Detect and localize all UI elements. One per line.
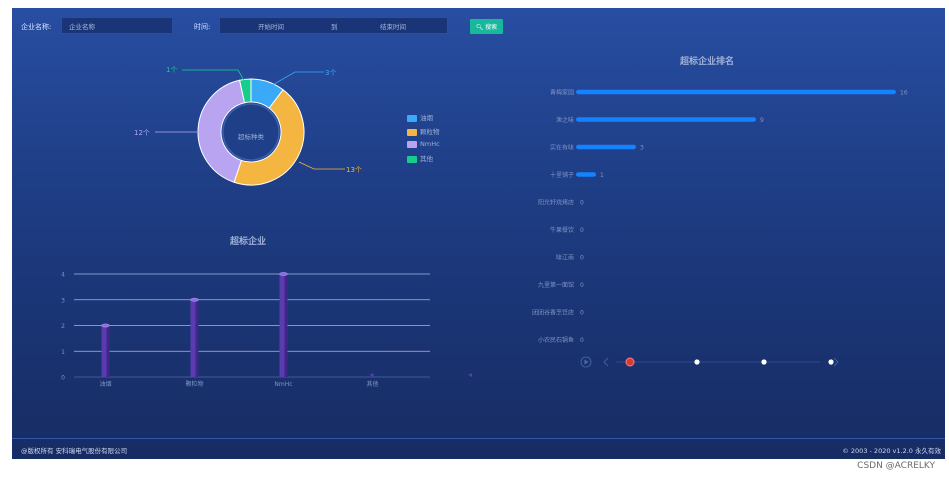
bar-cap-nmhc [279,272,288,276]
start-date-field[interactable]: 开始时间 [258,22,284,31]
watermark: CSDN @ACRELKY [857,461,935,471]
rank-label: 九里第一面馆 [538,281,574,289]
callout-label-particulate: 13个 [346,166,362,174]
legend-item-other[interactable]: 其他 [407,153,433,163]
rank-label: 实在有味 [550,144,574,152]
search-button[interactable]: 🔍︎ 搜索 [470,19,503,34]
timeline-point[interactable] [761,359,767,365]
rank-label: 团团谷香烹饪店 [532,309,574,317]
rank-value: 1 [600,172,604,179]
timeline-point[interactable] [828,359,834,365]
timeline-point-active[interactable] [625,357,635,367]
y-tick-label: 4 [61,272,65,279]
legend-label-nmhc: NmHc [420,140,440,148]
bar-chart-title: 超标企业 [230,237,267,247]
rank-label: 味江南 [556,254,574,262]
callout-label-other: 1个 [166,66,177,74]
range-separator: 到 [331,22,338,31]
rank-bar[interactable] [576,89,896,95]
company-placeholder: 企业名称 [69,22,95,31]
bar-chart: 0 1 2 3 4 油烟 颗粒物 NmHc 其他 [61,272,472,388]
x-tick-label: NmHc [274,381,292,388]
footer: @版权所有 安科瑞电气股份有限公司 © 2003 - 2020 v1.2.0 永… [12,438,945,459]
y-tick-label: 3 [61,297,65,304]
rank-label: 十里铺子 [550,171,574,179]
timeline-prev-button[interactable] [603,357,609,367]
donut-slice-nmhc[interactable] [197,79,246,183]
bar-shade-nmhc [284,274,288,377]
bar-oil[interactable] [101,325,110,378]
legend-item-oil[interactable]: 油烟 [407,112,433,122]
x-tick-label: 其他 [366,380,378,388]
time-label: 时间: [194,23,211,31]
legend-item-nmhc[interactable]: NmHc [407,140,440,148]
legend-label-other: 其他 [420,155,433,163]
rank-label: 阳光轩烧烤店 [538,199,574,207]
rank-label: 渔之味 [556,116,574,124]
legend-swatch [407,155,417,163]
ranking-chart: 青梅家园 16 渔之味 9 实在有味 3 十里铺子 1 阳光轩烧烤店 0 牛果餐饮 0 味江南 0 九里第一… [532,89,908,345]
x-tick-label: 油烟 [99,380,111,388]
callout-line-other [182,69,247,85]
ranking-title: 超标企业排名 [680,57,735,67]
donut-slice-particulate[interactable] [233,89,305,186]
search-button-label: 搜索 [485,25,498,31]
legend-swatch [407,114,417,122]
rank-label: 牛果餐饮 [550,226,574,234]
timeline-play-button[interactable] [580,356,592,368]
version-text: © 2003 - 2020 v1.2.0 永久有效 [842,447,941,455]
rank-value: 0 [580,337,584,344]
donut-center-label: 超标种类 [238,132,265,141]
company-input[interactable]: 企业名称 [61,17,173,34]
legend-label-oil: 油烟 [420,114,433,122]
bar-marker [468,373,472,377]
rank-bar[interactable] [576,144,636,150]
rank-label: 青梅家园 [550,89,574,97]
rank-bar[interactable] [576,172,596,177]
y-tick-label: 0 [61,375,65,382]
end-date-field[interactable]: 结束时间 [380,22,406,31]
callout-label-oil: 3个 [325,69,336,77]
callout-line-particulate [298,161,345,170]
bar-other[interactable] [369,373,374,377]
rank-value: 9 [760,117,764,124]
rank-value: 16 [900,90,908,97]
dashboard: 企业名称: 企业名称 时间: 开始时间 到 结束时间 🔍︎ 搜索 1个 3个 1… [12,8,945,459]
timeline [580,356,839,368]
rank-value: 0 [580,310,584,317]
timeline-point[interactable] [694,359,700,365]
timeline-next-button[interactable] [833,357,839,367]
y-tick-label: 2 [61,323,65,330]
play-icon [584,359,589,365]
rank-label: 小农民石锅鱼 [538,336,574,344]
donut-hole [222,103,280,161]
callout-line-oil [268,71,324,88]
bar-nmhc[interactable] [279,274,288,377]
legend-label-particulate: 颗粒物 [420,128,440,136]
bar-particulate[interactable] [190,299,199,377]
rank-bar[interactable] [576,117,756,122]
legend-item-particulate[interactable]: 颗粒物 [407,126,440,136]
bar-cap-oil [101,323,110,328]
y-tick-label: 1 [61,349,65,356]
copyright-text: @版权所有 安科瑞电气股份有限公司 [21,447,128,455]
rank-value: 0 [580,255,584,262]
rank-value: 0 [580,282,584,289]
bar-shade-particulate [195,299,199,377]
bar-shade-oil [106,325,110,377]
date-range-input[interactable]: 开始时间 到 结束时间 [219,17,448,34]
bar-cap-particulate [190,297,199,302]
callout-label-nmhc: 12个 [134,129,150,137]
search-icon: 🔍︎ [475,25,484,31]
donut-chart: 1个 3个 12个 13个 超标种类 [134,66,362,186]
legend-swatch [407,128,417,136]
x-tick-label: 颗粒物 [185,380,203,388]
rank-value: 3 [640,145,644,152]
company-label: 企业名称: [21,23,52,31]
rank-value: 0 [580,200,584,207]
legend-swatch [407,140,417,148]
rank-value: 0 [580,227,584,234]
